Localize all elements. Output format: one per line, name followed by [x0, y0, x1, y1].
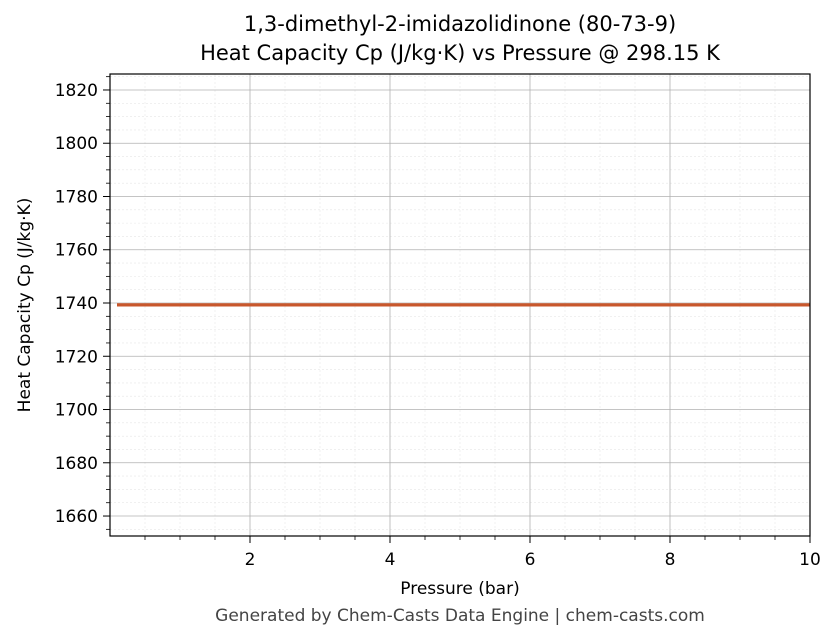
y-axis-label: Heat Capacity Cp (J/kg·K)	[15, 198, 35, 413]
y-tick-label: 1680	[55, 454, 98, 474]
footer-credit: Generated by Chem-Casts Data Engine | ch…	[215, 606, 705, 626]
axis-ticks	[103, 76, 811, 543]
x-tick-label: 10	[799, 550, 821, 570]
y-tick-label: 1660	[55, 507, 98, 527]
axis-tick-labels: 2 4 6 8 10 1660 1680 1700 1720 1740 1760 1780 1800 18…	[55, 81, 821, 570]
y-tick-label: 1780	[55, 187, 98, 207]
x-tick-label: 8	[665, 550, 676, 570]
minor-grid	[110, 74, 810, 536]
x-axis-label: Pressure (bar)	[400, 579, 519, 599]
chart-subtitle: Heat Capacity Cp (J/kg·K) vs Pressure @ …	[200, 41, 720, 65]
y-tick-label: 1760	[55, 241, 98, 261]
y-tick-label: 1720	[55, 347, 98, 367]
y-tick-label: 1820	[55, 81, 98, 101]
y-tick-label: 1700	[55, 401, 98, 421]
x-tick-label: 4	[385, 550, 396, 570]
chart-title: 1,3-dimethyl-2-imidazolidinone (80-73-9)	[243, 12, 677, 36]
x-tick-label: 2	[245, 550, 256, 570]
y-tick-label: 1800	[55, 134, 98, 154]
x-tick-label: 6	[525, 550, 536, 570]
y-tick-label: 1740	[55, 294, 98, 314]
